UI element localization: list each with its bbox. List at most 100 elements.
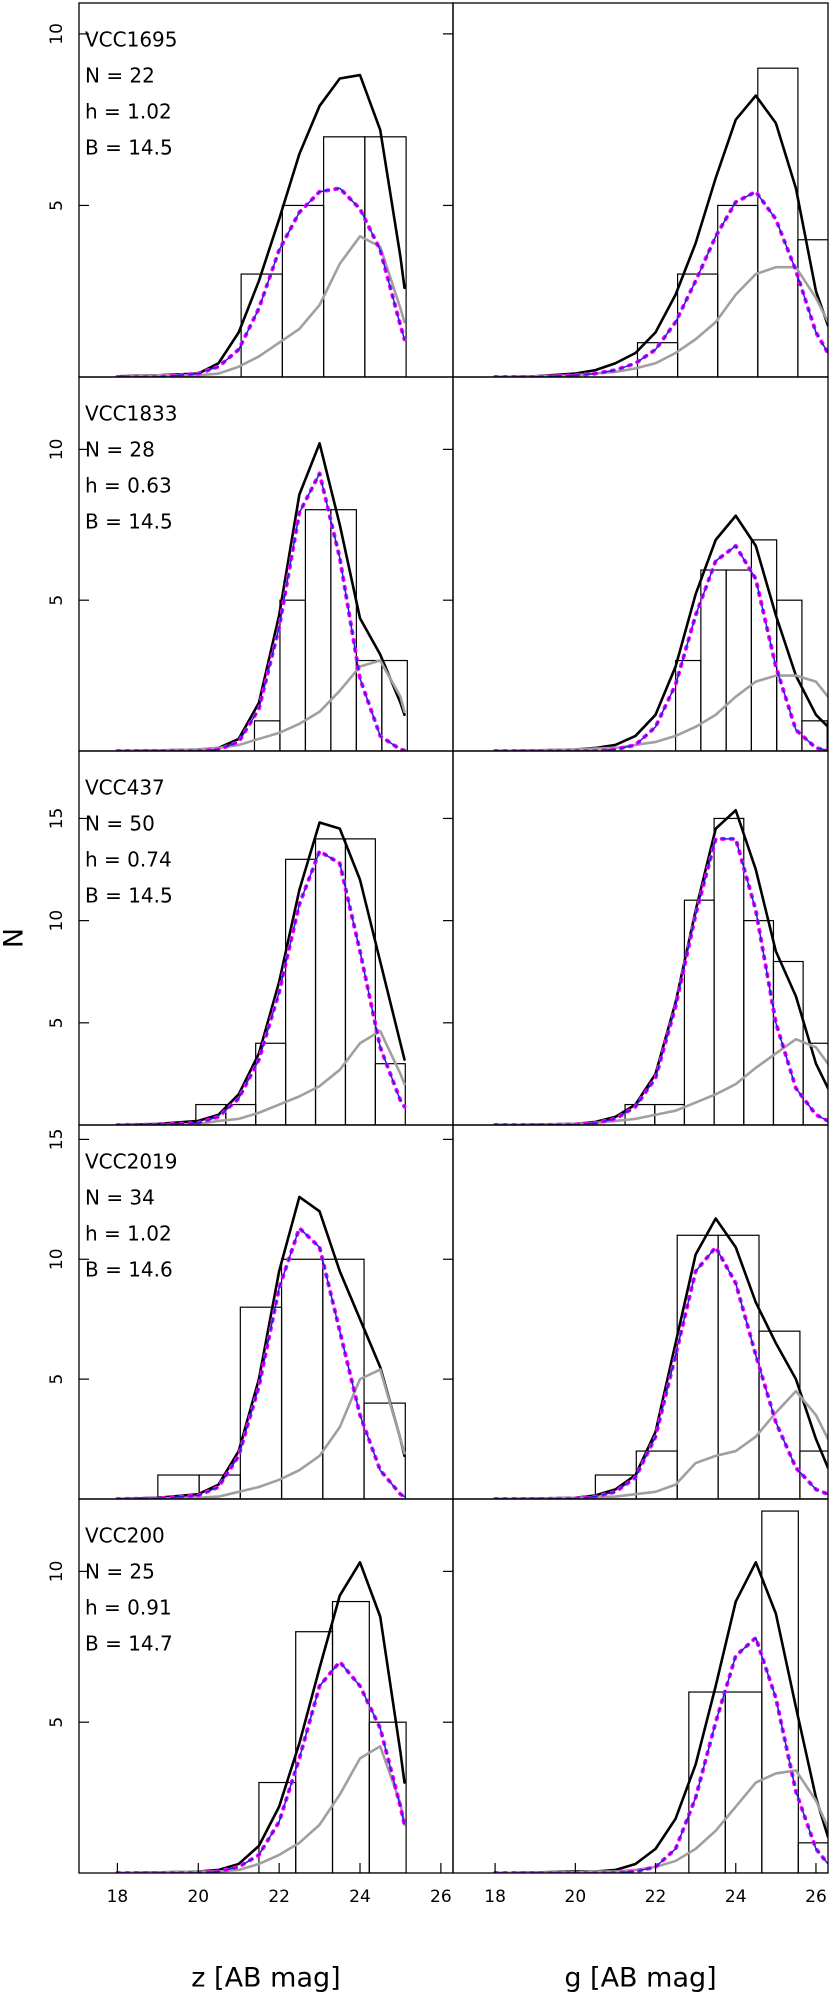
panel-plot (115, 73, 407, 377)
histogram-bar (364, 136, 407, 377)
histogram-bar (314, 838, 347, 1125)
panel-annotation: VCC1833 (85, 402, 178, 426)
histogram-bar (304, 509, 332, 751)
panel-plot (493, 808, 828, 1125)
panel-annotation: h = 1.02 (85, 1222, 172, 1246)
panel-plot (493, 1217, 828, 1499)
density-curve (116, 187, 406, 377)
panel-annotation: B = 14.5 (85, 884, 173, 908)
panel-annotation: B = 14.5 (85, 510, 173, 534)
histogram-bar (676, 1234, 719, 1499)
histogram-bar (683, 899, 715, 1125)
density-curve (493, 1769, 828, 1873)
histogram-bar (743, 920, 775, 1125)
histogram-bar (801, 720, 828, 751)
panel-plot (493, 514, 828, 751)
y-tick-label: 5 (47, 1374, 67, 1385)
panel-plot (115, 821, 407, 1125)
x-tick-label: 26 (430, 1887, 452, 1907)
y-tick-label: 5 (47, 1017, 67, 1028)
x-tick-label: 24 (725, 1887, 747, 1907)
histogram-bar (757, 67, 799, 377)
histogram-bar (239, 1306, 283, 1499)
density-curve (116, 850, 406, 1125)
y-tick-label: 15 (47, 808, 67, 830)
panel-annotation: N = 50 (85, 812, 155, 836)
density-curve (116, 1195, 406, 1499)
panel-frame (78, 1124, 454, 1500)
histogram-bar (368, 1721, 407, 1873)
x-tick-label: 18 (107, 1887, 129, 1907)
density-curve (494, 545, 828, 751)
histogram-bar (797, 1842, 828, 1873)
panel-plot (493, 67, 828, 377)
histogram-bar (700, 569, 727, 751)
histogram-bar (285, 858, 317, 1125)
x-tick-label: 22 (645, 1887, 667, 1907)
panel-annotation: h = 0.74 (85, 848, 172, 872)
panel-annotation: N = 28 (85, 438, 155, 462)
panel-frame (452, 1124, 829, 1500)
histogram-bar (725, 569, 752, 751)
density-curve (116, 659, 406, 751)
density-curve (493, 836, 828, 1125)
y-tick-label: 5 (47, 1717, 67, 1728)
histogram-bar (713, 817, 745, 1125)
panel-annotation: VCC1695 (85, 28, 178, 52)
density-curve (493, 808, 828, 1125)
histogram-bar (331, 1600, 370, 1873)
panel-frame (78, 2, 454, 378)
panel-annotation: VCC2019 (85, 1150, 178, 1174)
histogram-bar (761, 1510, 799, 1873)
density-curve (116, 821, 406, 1125)
y-axis-label: N (0, 928, 30, 948)
density-curve (116, 235, 406, 377)
panel-annotation: B = 14.5 (85, 136, 173, 160)
panel-annotation: N = 25 (85, 1560, 155, 1584)
histogram-bar (280, 1258, 324, 1499)
panel-annotation: N = 34 (85, 1186, 155, 1210)
panel-frame (452, 1498, 829, 1874)
y-tick-label: 10 (47, 1248, 67, 1270)
panel-annotation: h = 0.91 (85, 1596, 172, 1620)
density-curve (493, 189, 828, 377)
histogram-bar (758, 1330, 801, 1499)
panel-annotation: B = 14.7 (85, 1632, 173, 1656)
panel-frame (452, 376, 829, 752)
panel-annotation: B = 14.6 (85, 1258, 173, 1282)
histogram-bar (330, 509, 357, 751)
panel-plot (493, 1510, 828, 1873)
x-tick-label: 24 (349, 1887, 371, 1907)
y-tick-label: 10 (47, 1561, 67, 1583)
density-curve (494, 190, 828, 377)
density-curve (116, 1368, 406, 1499)
y-tick-label: 10 (47, 910, 67, 932)
panel-annotation: N = 22 (85, 64, 155, 88)
y-tick-label: 5 (47, 595, 67, 606)
panel-annotation: h = 0.63 (85, 474, 172, 498)
y-tick-label: 5 (47, 200, 67, 211)
histogram-bar (258, 1781, 297, 1873)
histogram-bar (279, 599, 307, 751)
x-tick-label: 22 (268, 1887, 290, 1907)
density-curve (494, 1636, 828, 1873)
density-curve (493, 543, 828, 751)
panel-frame (78, 1498, 454, 1874)
histogram-bar (322, 1258, 365, 1499)
x-tick-label: 18 (484, 1887, 506, 1907)
histogram-bar (717, 1234, 760, 1499)
density-curve (116, 1227, 406, 1499)
x-tick-label: 20 (565, 1887, 587, 1907)
y-tick-label: 15 (47, 1129, 67, 1151)
density-curve (493, 1217, 828, 1499)
density-curve (494, 838, 828, 1125)
x-axis-label: g [AB mag] (564, 1963, 716, 1994)
panel-annotation: h = 1.02 (85, 100, 172, 124)
panel-annotation: VCC200 (85, 1524, 165, 1548)
density-curve (493, 1245, 828, 1499)
x-tick-label: 26 (805, 1887, 827, 1907)
histogram-bar (797, 239, 828, 377)
x-axis-label: z [AB mag] (191, 1963, 340, 1994)
y-tick-label: 10 (47, 439, 67, 461)
